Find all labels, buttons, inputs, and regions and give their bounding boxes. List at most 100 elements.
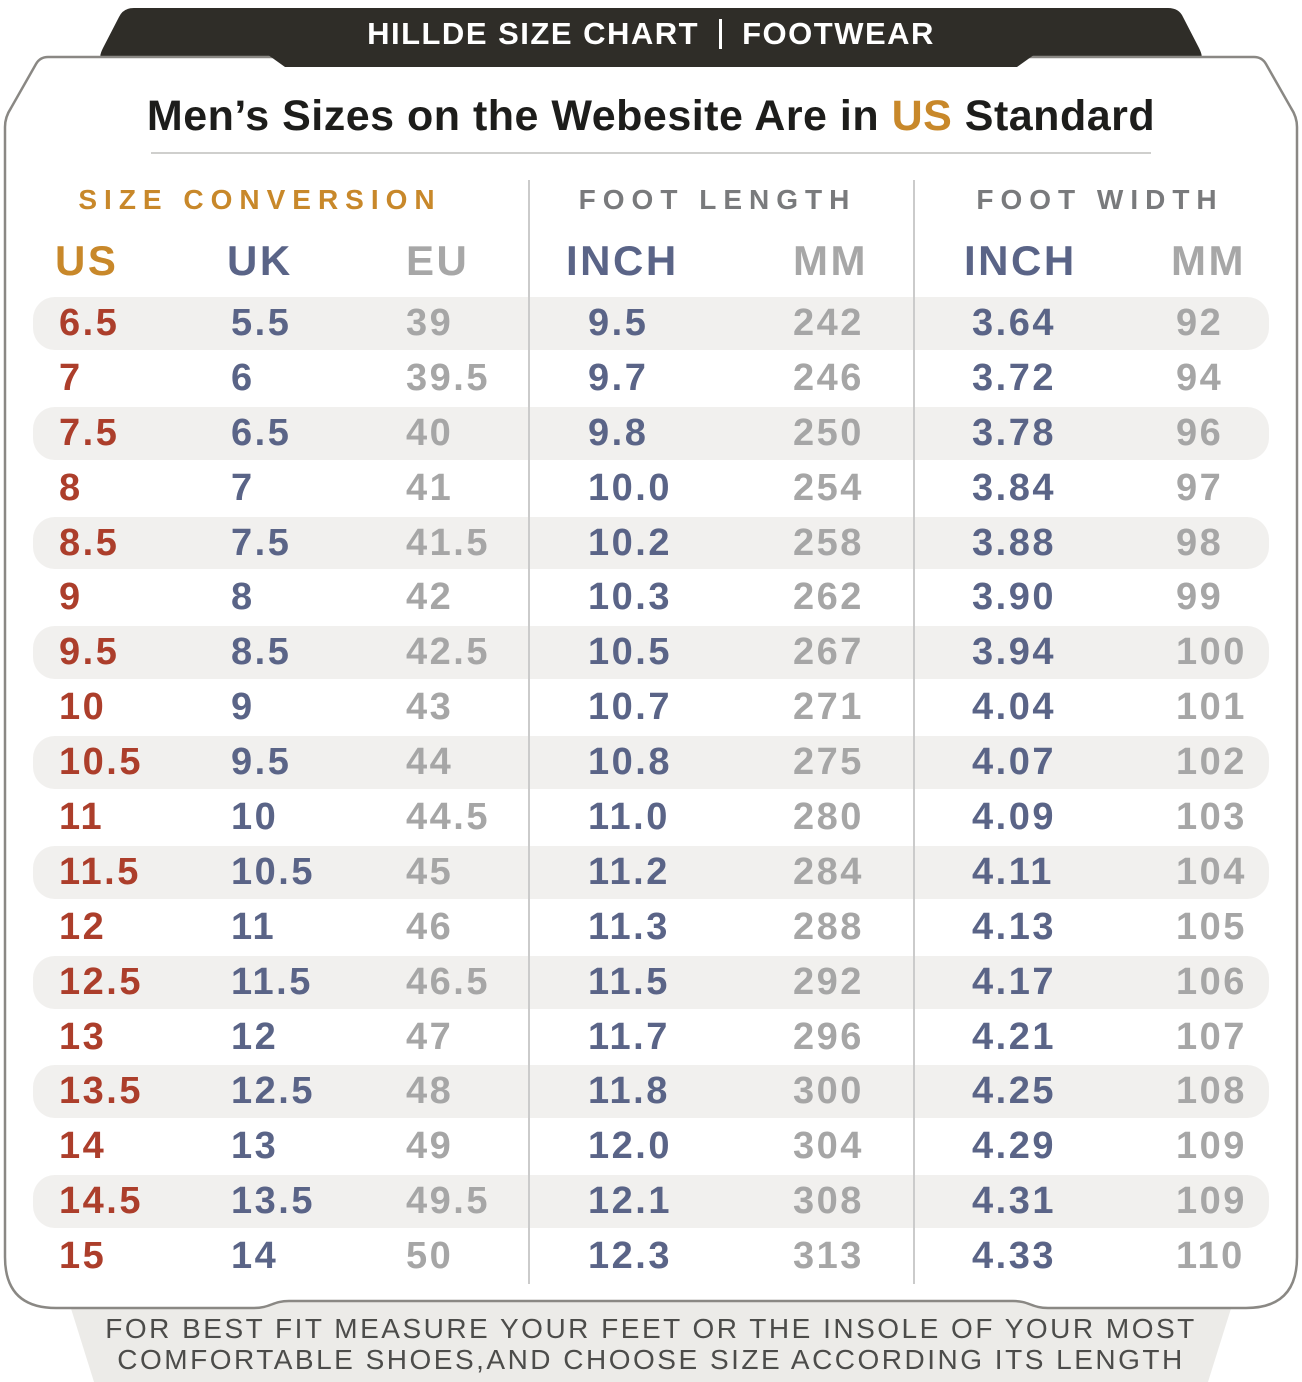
banner-plaque-shape [100, 8, 1202, 58]
table-row: 8.5 7.5 41.5 10.2 258 3.88 98 [0, 516, 1302, 571]
foot-width-inch-cell: 4.17 [972, 960, 1056, 1003]
foot-width-inch-cell: 4.21 [972, 1015, 1056, 1058]
us-size-cell: 6.5 [59, 302, 120, 344]
eu-size-cell: 44.5 [406, 796, 490, 839]
title-divider [151, 152, 1151, 154]
foot-length-inch-cell: 9.5 [588, 302, 649, 344]
foot-length-mm-cell: 288 [793, 905, 864, 948]
banner-brand-text: HILLDE SIZE CHART [367, 16, 700, 51]
foot-width-mm-cell: 97 [1176, 466, 1224, 509]
eu-size-cell: 41.5 [406, 521, 490, 564]
table-row: 7.5 6.5 40 9.8 250 3.78 96 [0, 406, 1302, 461]
foot-length-inch-cell: 9.8 [588, 411, 649, 454]
table-row: 9 8 42 10.3 262 3.90 99 [0, 570, 1302, 625]
eu-size-cell: 42 [406, 576, 454, 619]
table-row: 14.5 13.5 49.5 12.1 308 4.31 109 [0, 1174, 1302, 1229]
row-stripe [33, 297, 1269, 350]
foot-length-inch-cell: 10.0 [588, 466, 672, 509]
table-row: 15 14 50 12.3 313 4.33 110 [0, 1229, 1302, 1284]
section-header-foot-width: FOOT WIDTH [976, 184, 1224, 215]
foot-width-mm-cell: 104 [1176, 850, 1247, 893]
foot-width-mm-cell: 100 [1176, 631, 1247, 674]
us-size-cell: 7 [59, 356, 83, 399]
eu-size-cell: 46.5 [406, 960, 490, 1003]
us-size-cell: 14 [59, 1125, 107, 1168]
foot-width-mm-cell: 109 [1176, 1180, 1247, 1223]
eu-size-cell: 39 [406, 302, 454, 344]
foot-width-mm-cell: 101 [1176, 686, 1247, 729]
column-header-us: US [55, 237, 119, 284]
eu-size-cell: 42.5 [406, 631, 490, 674]
us-size-cell: 8 [59, 466, 83, 509]
foot-width-mm-cell: 94 [1176, 356, 1224, 399]
foot-length-mm-cell: 254 [793, 466, 864, 509]
row-stripe [33, 955, 1269, 1009]
table-row: 7 6 39.5 9.7 246 3.72 94 [0, 351, 1302, 406]
eu-size-cell: 50 [406, 1235, 454, 1278]
banner: HILLDE SIZE CHART FOOTWEAR [0, 15, 1302, 53]
table-row: 13 12 47 11.7 296 4.21 107 [0, 1010, 1302, 1065]
us-size-cell: 7.5 [59, 411, 120, 454]
us-size-cell: 9 [59, 576, 83, 619]
column-header-length-mm: MM [793, 237, 868, 284]
eu-size-cell: 49.5 [406, 1180, 490, 1223]
foot-length-inch-cell: 11.5 [588, 960, 670, 1003]
foot-length-inch-cell: 11.3 [588, 905, 670, 948]
table-row: 10.5 9.5 44 10.8 275 4.07 102 [0, 735, 1302, 790]
foot-width-mm-cell: 103 [1176, 796, 1247, 839]
us-size-cell: 13.5 [59, 1070, 143, 1113]
foot-length-mm-cell: 300 [793, 1070, 864, 1113]
eu-size-cell: 45 [406, 850, 454, 893]
foot-width-mm-cell: 109 [1176, 1125, 1247, 1168]
eu-size-cell: 40 [406, 411, 454, 454]
foot-width-inch-cell: 4.33 [972, 1235, 1056, 1278]
title-prefix: Men’s Sizes on the Webesite Are in [146, 92, 892, 140]
column-header-eu: EU [406, 237, 470, 284]
eu-size-cell: 39.5 [406, 356, 490, 399]
us-size-cell: 14.5 [59, 1180, 143, 1223]
table-row: 8 7 41 10.0 254 3.84 97 [0, 461, 1302, 516]
table-row: 11 10 44.5 11.0 280 4.09 103 [0, 790, 1302, 845]
banner-tab-shape [264, 52, 1038, 67]
row-stripe [33, 626, 1269, 680]
table-row: 14 13 49 12.0 304 4.29 109 [0, 1119, 1302, 1174]
foot-width-inch-cell: 3.90 [972, 576, 1056, 619]
uk-size-cell: 10 [231, 796, 279, 839]
column-header-uk: UK [227, 237, 293, 284]
foot-length-inch-cell: 9.7 [588, 356, 649, 399]
footer-line-2: COMFORTABLE SHOES,AND CHOOSE SIZE ACCORD… [117, 1344, 1185, 1375]
foot-width-inch-cell: 3.84 [972, 466, 1056, 509]
row-stripe [33, 736, 1269, 790]
foot-length-mm-cell: 292 [793, 960, 864, 1003]
foot-length-mm-cell: 242 [793, 302, 864, 344]
uk-size-cell: 12.5 [231, 1070, 315, 1113]
column-header-width-inch: INCH [964, 237, 1077, 284]
foot-length-mm-cell: 280 [793, 796, 864, 839]
foot-length-mm-cell: 271 [793, 686, 864, 729]
table-row: 13.5 12.5 48 11.8 300 4.25 108 [0, 1064, 1302, 1119]
row-stripe [33, 406, 1269, 460]
section-header-size-conversion: SIZE CONVERSION [78, 184, 442, 215]
foot-width-inch-cell: 4.11 [972, 850, 1054, 893]
banner-separator-bar [719, 19, 723, 49]
us-size-cell: 11 [59, 796, 105, 839]
section-header-foot-length: FOOT LENGTH [578, 184, 857, 215]
foot-width-inch-cell: 4.13 [972, 905, 1056, 948]
uk-size-cell: 8.5 [231, 631, 292, 674]
foot-length-inch-cell: 10.8 [588, 741, 672, 784]
foot-width-inch-cell: 3.88 [972, 521, 1056, 564]
table-row: 12 11 46 11.3 288 4.13 105 [0, 900, 1302, 955]
row-stripe [33, 1065, 1269, 1119]
footer-panel-shape [68, 1299, 1234, 1382]
us-size-cell: 8.5 [59, 521, 120, 564]
uk-size-cell: 14 [231, 1235, 279, 1278]
foot-width-inch-cell: 4.09 [972, 796, 1056, 839]
foot-length-mm-cell: 262 [793, 576, 864, 619]
foot-length-mm-cell: 284 [793, 850, 864, 893]
uk-size-cell: 9.5 [231, 741, 292, 784]
foot-width-inch-cell: 3.78 [972, 411, 1056, 454]
column-header-width-mm: MM [1171, 237, 1246, 284]
eu-size-cell: 41 [406, 466, 454, 509]
uk-size-cell: 5.5 [231, 302, 292, 344]
